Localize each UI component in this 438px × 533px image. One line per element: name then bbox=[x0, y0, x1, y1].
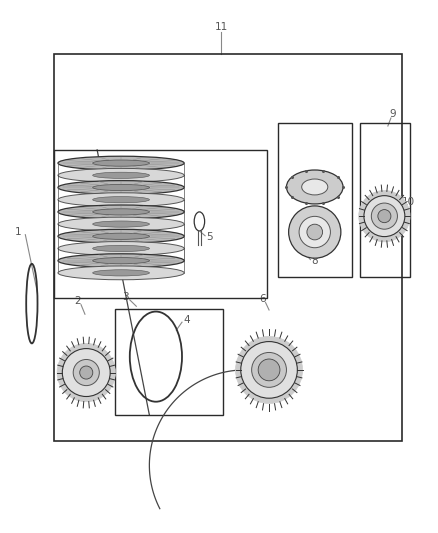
Circle shape bbox=[364, 196, 405, 237]
Ellipse shape bbox=[93, 245, 149, 252]
Text: 8: 8 bbox=[311, 256, 318, 266]
Text: 10: 10 bbox=[401, 197, 414, 207]
Ellipse shape bbox=[58, 156, 184, 170]
Ellipse shape bbox=[58, 193, 184, 207]
Ellipse shape bbox=[93, 209, 149, 215]
Circle shape bbox=[258, 359, 280, 381]
Text: 2: 2 bbox=[74, 296, 81, 306]
Ellipse shape bbox=[58, 168, 184, 182]
Ellipse shape bbox=[58, 229, 184, 243]
Ellipse shape bbox=[93, 184, 149, 191]
Circle shape bbox=[299, 216, 330, 248]
Ellipse shape bbox=[93, 197, 149, 203]
Ellipse shape bbox=[93, 233, 149, 239]
Ellipse shape bbox=[286, 170, 343, 204]
Bar bbox=[278, 123, 352, 277]
Text: 11: 11 bbox=[215, 22, 228, 32]
Ellipse shape bbox=[58, 205, 184, 219]
Bar bbox=[115, 309, 223, 415]
Circle shape bbox=[236, 336, 303, 403]
Ellipse shape bbox=[58, 217, 184, 231]
Bar bbox=[53, 150, 267, 298]
Text: 5: 5 bbox=[206, 232, 213, 243]
Circle shape bbox=[378, 209, 391, 223]
Circle shape bbox=[62, 349, 110, 397]
Bar bbox=[360, 123, 410, 277]
Circle shape bbox=[80, 366, 93, 379]
Ellipse shape bbox=[93, 172, 149, 179]
Ellipse shape bbox=[58, 254, 184, 268]
Text: 9: 9 bbox=[390, 109, 396, 119]
Ellipse shape bbox=[58, 181, 184, 195]
Circle shape bbox=[73, 359, 99, 385]
Text: 3: 3 bbox=[122, 292, 129, 302]
Circle shape bbox=[241, 342, 297, 398]
Circle shape bbox=[371, 203, 397, 229]
Text: 1: 1 bbox=[14, 227, 21, 237]
Text: 4: 4 bbox=[183, 314, 190, 325]
Ellipse shape bbox=[93, 270, 149, 276]
Bar bbox=[53, 54, 402, 441]
Ellipse shape bbox=[93, 257, 149, 264]
Ellipse shape bbox=[302, 179, 328, 195]
Circle shape bbox=[252, 352, 286, 387]
Circle shape bbox=[307, 224, 322, 240]
Circle shape bbox=[57, 343, 116, 402]
Ellipse shape bbox=[58, 266, 184, 280]
Circle shape bbox=[359, 190, 410, 242]
Ellipse shape bbox=[93, 160, 149, 166]
Ellipse shape bbox=[93, 221, 149, 227]
Text: 7: 7 bbox=[328, 222, 335, 232]
Ellipse shape bbox=[58, 241, 184, 255]
Circle shape bbox=[289, 206, 341, 258]
Text: 6: 6 bbox=[259, 294, 266, 304]
